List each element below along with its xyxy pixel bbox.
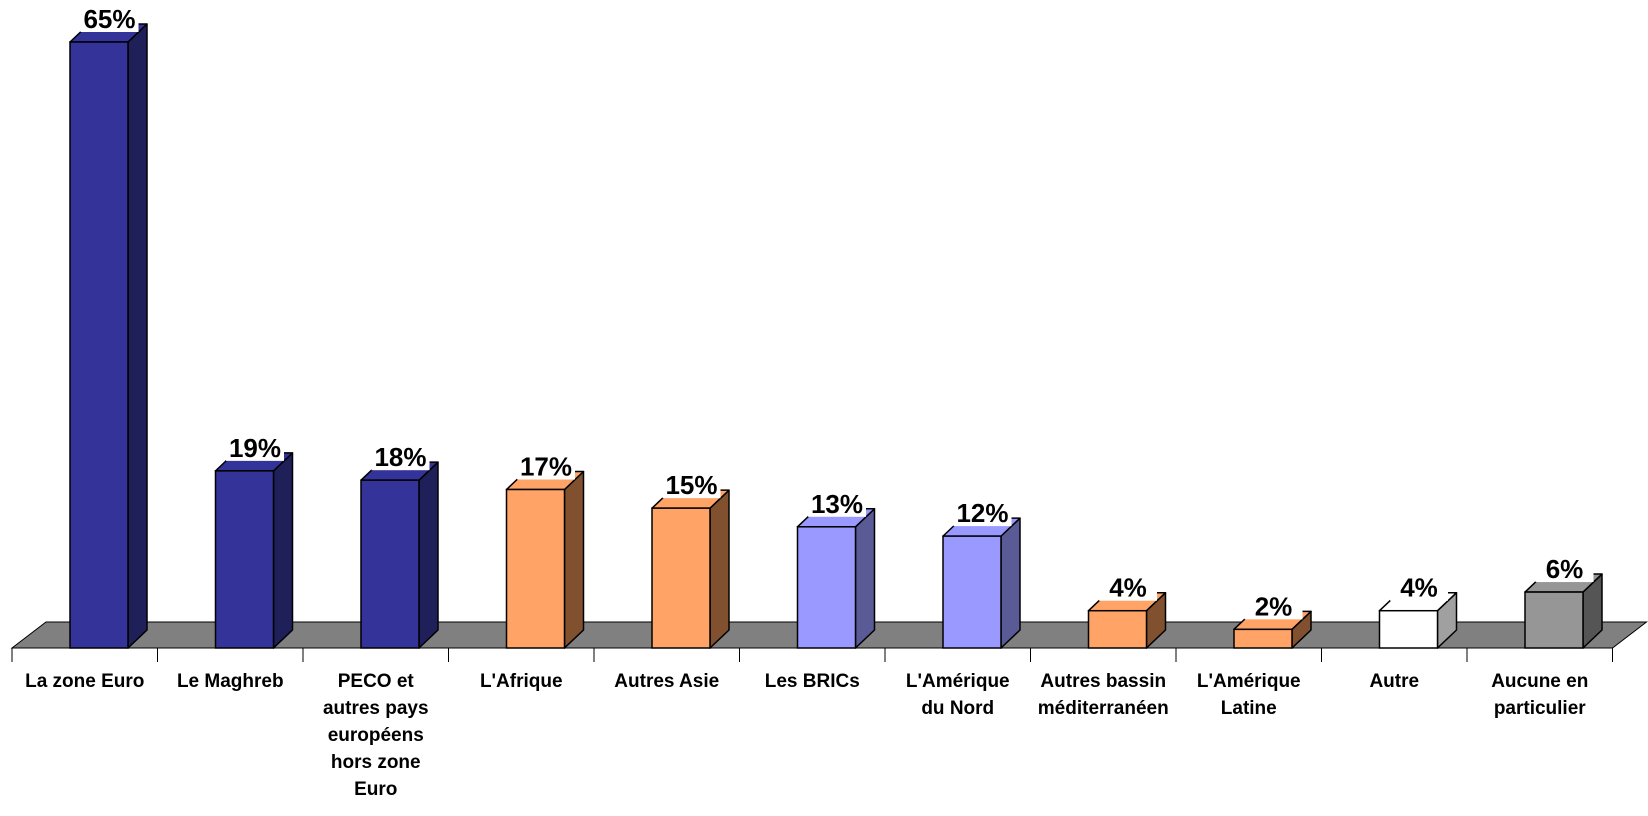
data-label: 13% <box>811 489 863 519</box>
category-label-line: La zone Euro <box>25 671 145 692</box>
category-label-line: L'Amérique <box>1196 671 1301 692</box>
data-label: 4% <box>1109 573 1147 603</box>
category-label-line: hors zone <box>330 752 421 773</box>
bar-front <box>942 535 1002 649</box>
bar-11 <box>1524 573 1603 649</box>
category-label: Le Maghreb <box>162 668 298 695</box>
bar-6 <box>796 508 876 649</box>
category-label-line: PECO et <box>337 671 414 692</box>
category-label-line: méditerranéen <box>1037 698 1169 719</box>
category-label: L'Amérique Latine <box>1181 668 1317 722</box>
data-label-bg <box>1535 556 1594 583</box>
data-label-bg <box>1099 574 1157 601</box>
bar-side <box>272 452 294 649</box>
category-label-line: Autres bassin <box>1040 671 1167 692</box>
category-label: La zone Euro <box>17 668 153 695</box>
bar-front <box>69 41 129 649</box>
category-label-line: Latine <box>1220 698 1277 719</box>
bar-front <box>1087 609 1148 649</box>
data-label-bg <box>517 453 575 480</box>
bar-4 <box>505 470 585 649</box>
category-label-line: européens <box>327 725 424 746</box>
data-label: 6% <box>1546 554 1584 584</box>
data-label: 17% <box>520 452 572 482</box>
data-label-bg <box>1390 574 1448 601</box>
data-label-bg <box>953 500 1012 527</box>
bar-front <box>360 479 420 649</box>
bar-1 <box>69 23 148 649</box>
bar-side <box>418 461 439 649</box>
category-label-line: Le Maghreb <box>176 671 284 692</box>
category-label-line: Euro <box>354 779 398 800</box>
category-label: Les BRICs <box>744 668 880 695</box>
category-label-line: du Nord <box>921 698 995 719</box>
data-label: 15% <box>665 470 717 500</box>
category-label-line: L'Amérique <box>905 671 1010 692</box>
bar-2 <box>214 452 294 649</box>
category-label: Aucune en particulier <box>1472 668 1608 722</box>
bar-front <box>505 488 566 649</box>
category-label: L'Afrique <box>453 668 589 695</box>
category-label-line: Les BRICs <box>764 671 860 692</box>
data-label: 18% <box>374 442 426 472</box>
data-label: 2% <box>1255 591 1293 621</box>
data-label-bg <box>80 6 139 32</box>
bar-5 <box>651 489 730 649</box>
data-label-bg <box>1244 593 1303 620</box>
data-label: 65% <box>83 4 135 34</box>
data-label-bg <box>371 444 430 471</box>
bar-side <box>854 508 876 649</box>
category-label: PECO et autres pays européens hors zone Euro <box>308 668 444 803</box>
category-label: Autres Asie <box>599 668 735 695</box>
category-label-line: autres pays <box>322 698 429 719</box>
category-label-line: Autre <box>1369 671 1420 692</box>
category-label: Autres bassin méditerranéen <box>1035 668 1171 722</box>
bar-side <box>1000 517 1021 649</box>
data-label: 12% <box>956 498 1008 528</box>
bar-front <box>1233 628 1293 649</box>
bar-front <box>214 470 275 649</box>
bar-front <box>1378 609 1439 649</box>
data-label: 19% <box>229 433 281 463</box>
bar-side <box>127 23 148 649</box>
data-label-bg <box>662 472 721 499</box>
category-label: Autre <box>1326 668 1462 695</box>
bar-side <box>563 470 585 649</box>
category-label-line: Autres Asie <box>614 671 720 692</box>
bar-7 <box>942 517 1021 649</box>
bar-3 <box>360 461 439 649</box>
category-label-line: particulier <box>1493 698 1586 719</box>
category-label-line: Aucune en <box>1491 671 1589 692</box>
data-label-bg <box>808 490 866 517</box>
bar-front <box>796 526 857 649</box>
bar-side <box>709 489 730 649</box>
category-label-line: L'Afrique <box>479 671 563 692</box>
data-label: 4% <box>1400 573 1438 603</box>
category-label: L'Amérique du Nord <box>890 668 1026 722</box>
data-label-bg <box>226 434 284 461</box>
bar-front <box>1524 591 1584 649</box>
bar-front <box>651 507 711 649</box>
